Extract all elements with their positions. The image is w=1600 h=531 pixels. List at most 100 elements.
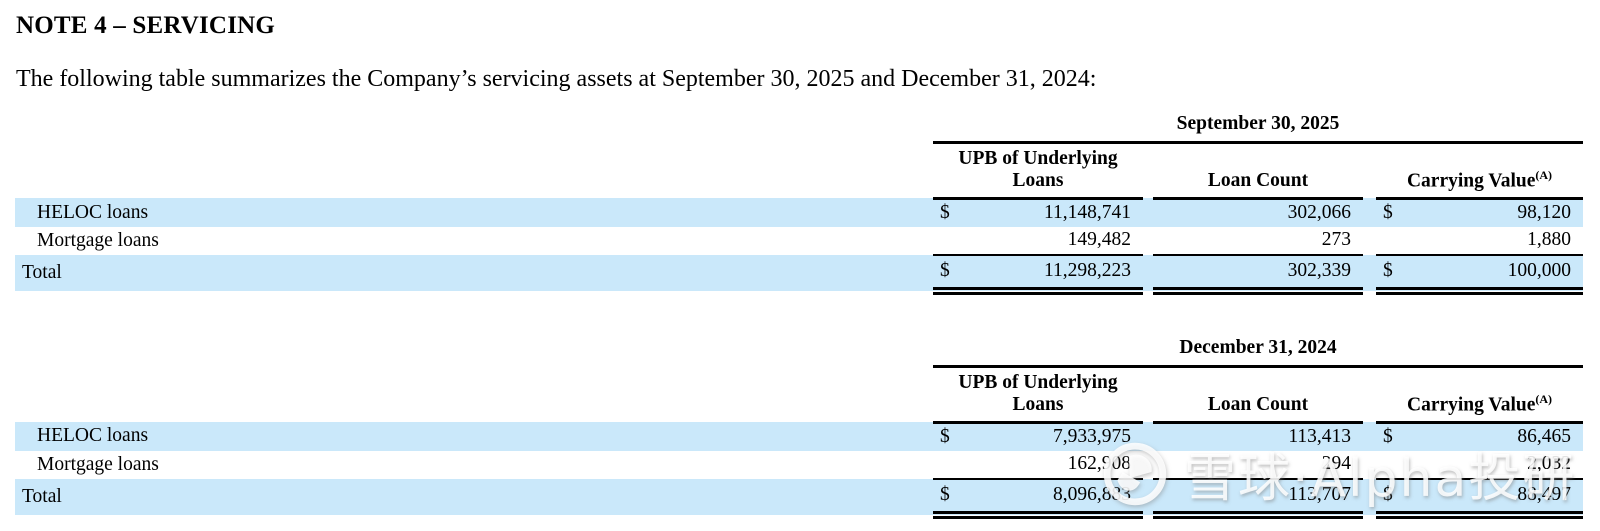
double-rule <box>933 510 1143 531</box>
carrying-value: 86,465 <box>1517 426 1572 448</box>
servicing-tables-container: September 30, 2025 UPB of Underlying Loan… <box>0 108 1600 531</box>
column-header: Loan Count <box>1153 366 1363 424</box>
upb-value: 11,148,741 <box>1043 202 1131 224</box>
carrying-value: 100,000 <box>1507 260 1572 282</box>
value-wrap: $8,096,883 <box>933 484 1143 506</box>
value-wrap: 302,066 <box>1153 202 1363 224</box>
currency-symbol: $ <box>940 484 950 506</box>
servicing-table: September 30, 2025 UPB of Underlying Loan… <box>15 108 1584 307</box>
column-gap <box>1363 143 1376 199</box>
loan-count-value: 294 <box>1321 453 1351 475</box>
value-wrap: $100,000 <box>1376 260 1583 282</box>
value-wrap: 113,413 <box>1153 426 1363 448</box>
footnote-marker: (A) <box>1535 391 1553 406</box>
value-cell: 1,880 <box>1376 226 1584 256</box>
carrying-value: 98,120 <box>1517 202 1572 224</box>
value-wrap: 2,032 <box>1376 453 1583 475</box>
spacer-cell <box>15 108 933 143</box>
value-wrap: 149,482 <box>933 229 1143 251</box>
row-label: Total <box>15 478 933 515</box>
table-row: Mortgage loans 162,908 294 2,032 <box>15 450 1584 480</box>
total-row: Total $8,096,883 113,707 $88,497 <box>15 478 1584 515</box>
double-rule <box>1376 286 1584 307</box>
value-cell: 113,707 <box>1153 478 1363 515</box>
column-gap <box>1143 366 1153 422</box>
column-gap <box>1363 198 1376 227</box>
column-header-row: UPB of Underlying Loans Loan Count Carryin… <box>15 142 1584 200</box>
value-wrap: $88,497 <box>1376 484 1583 506</box>
column-gap <box>1143 478 1153 515</box>
servicing-table: December 31, 2024 UPB of Underlying Loans… <box>15 331 1584 531</box>
row-label: HELOC loans <box>15 422 933 451</box>
value-cell: $8,096,883 <box>933 478 1143 515</box>
carrying-value: 88,497 <box>1517 484 1572 506</box>
value-cell: 113,413 <box>1153 422 1363 451</box>
intro-paragraph: The following table summarizes the Compa… <box>16 66 1097 92</box>
value-cell: $100,000 <box>1376 254 1584 291</box>
carrying-value: 1,880 <box>1527 229 1572 251</box>
currency-symbol: $ <box>940 202 950 224</box>
column-header-label: Carrying Value <box>1406 170 1536 192</box>
total-double-rule-row <box>15 286 1584 307</box>
currency-symbol: $ <box>1383 260 1393 282</box>
value-wrap: 162,908 <box>933 453 1143 475</box>
row-label: Mortgage loans <box>37 453 159 475</box>
upb-value: 11,298,223 <box>1043 260 1131 282</box>
value-cell: $11,148,741 <box>933 198 1143 227</box>
value-cell: $7,933,975 <box>933 422 1143 451</box>
column-gap <box>1143 227 1153 255</box>
value-wrap: 113,707 <box>1153 484 1363 506</box>
currency-symbol: $ <box>1383 484 1393 506</box>
column-gap <box>1363 366 1376 422</box>
table-row: HELOC loans $7,933,975 113,413 $86,465 <box>15 422 1584 451</box>
value-cell: 162,908 <box>933 450 1143 480</box>
value-wrap: $7,933,975 <box>933 426 1143 448</box>
value-cell: $88,497 <box>1376 478 1584 515</box>
column-gap <box>1363 254 1376 291</box>
value-wrap: 273 <box>1153 229 1363 251</box>
currency-symbol: $ <box>1383 426 1393 448</box>
column-gap <box>1363 422 1376 451</box>
value-cell: 302,339 <box>1153 254 1363 291</box>
spacer-cell <box>15 515 933 531</box>
upb-value: 7,933,975 <box>1053 426 1131 448</box>
value-wrap: $98,120 <box>1376 202 1583 224</box>
double-rule <box>1376 510 1584 531</box>
column-gap <box>1363 451 1376 479</box>
loan-count-value: 302,339 <box>1287 260 1351 282</box>
column-header-label: Loan Count <box>1207 394 1309 416</box>
total-row: Total $11,298,223 302,339 $100,000 <box>15 254 1584 291</box>
value-cell: 294 <box>1153 450 1363 480</box>
column-header: Loan Count <box>1153 142 1363 200</box>
column-gap <box>1363 291 1376 307</box>
column-gap <box>1143 422 1153 451</box>
value-cell: 273 <box>1153 226 1363 256</box>
value-cell: 2,032 <box>1376 450 1584 480</box>
column-header: Carrying Value(A) <box>1376 142 1584 200</box>
upb-value: 162,908 <box>1067 453 1131 475</box>
period-header-row: December 31, 2024 <box>15 331 1584 368</box>
double-rule <box>1153 510 1363 531</box>
footnote-marker: (A) <box>1535 167 1553 182</box>
value-cell: 302,066 <box>1153 198 1363 227</box>
row-label: Mortgage loans <box>37 229 159 251</box>
value-wrap: 302,339 <box>1153 260 1363 282</box>
carrying-value: 2,032 <box>1527 453 1572 475</box>
column-gap <box>1143 254 1153 291</box>
loan-count-value: 113,707 <box>1288 484 1351 506</box>
value-wrap: $11,148,741 <box>933 202 1143 224</box>
column-gap <box>1363 227 1376 255</box>
double-rule <box>933 286 1143 307</box>
value-wrap: 294 <box>1153 453 1363 475</box>
spacer-cell <box>15 143 933 199</box>
spacer-cell <box>15 291 933 307</box>
column-header-label: UPB of Underlying Loans <box>958 371 1118 416</box>
total-double-rule-row <box>15 510 1584 531</box>
period-label: September 30, 2025 <box>933 108 1584 144</box>
loan-count-value: 113,413 <box>1288 426 1351 448</box>
value-wrap: 1,880 <box>1376 229 1583 251</box>
column-gap <box>1143 515 1153 531</box>
table-row: Mortgage loans 149,482 273 1,880 <box>15 226 1584 256</box>
column-header-label: Loan Count <box>1207 170 1309 192</box>
currency-symbol: $ <box>940 260 950 282</box>
